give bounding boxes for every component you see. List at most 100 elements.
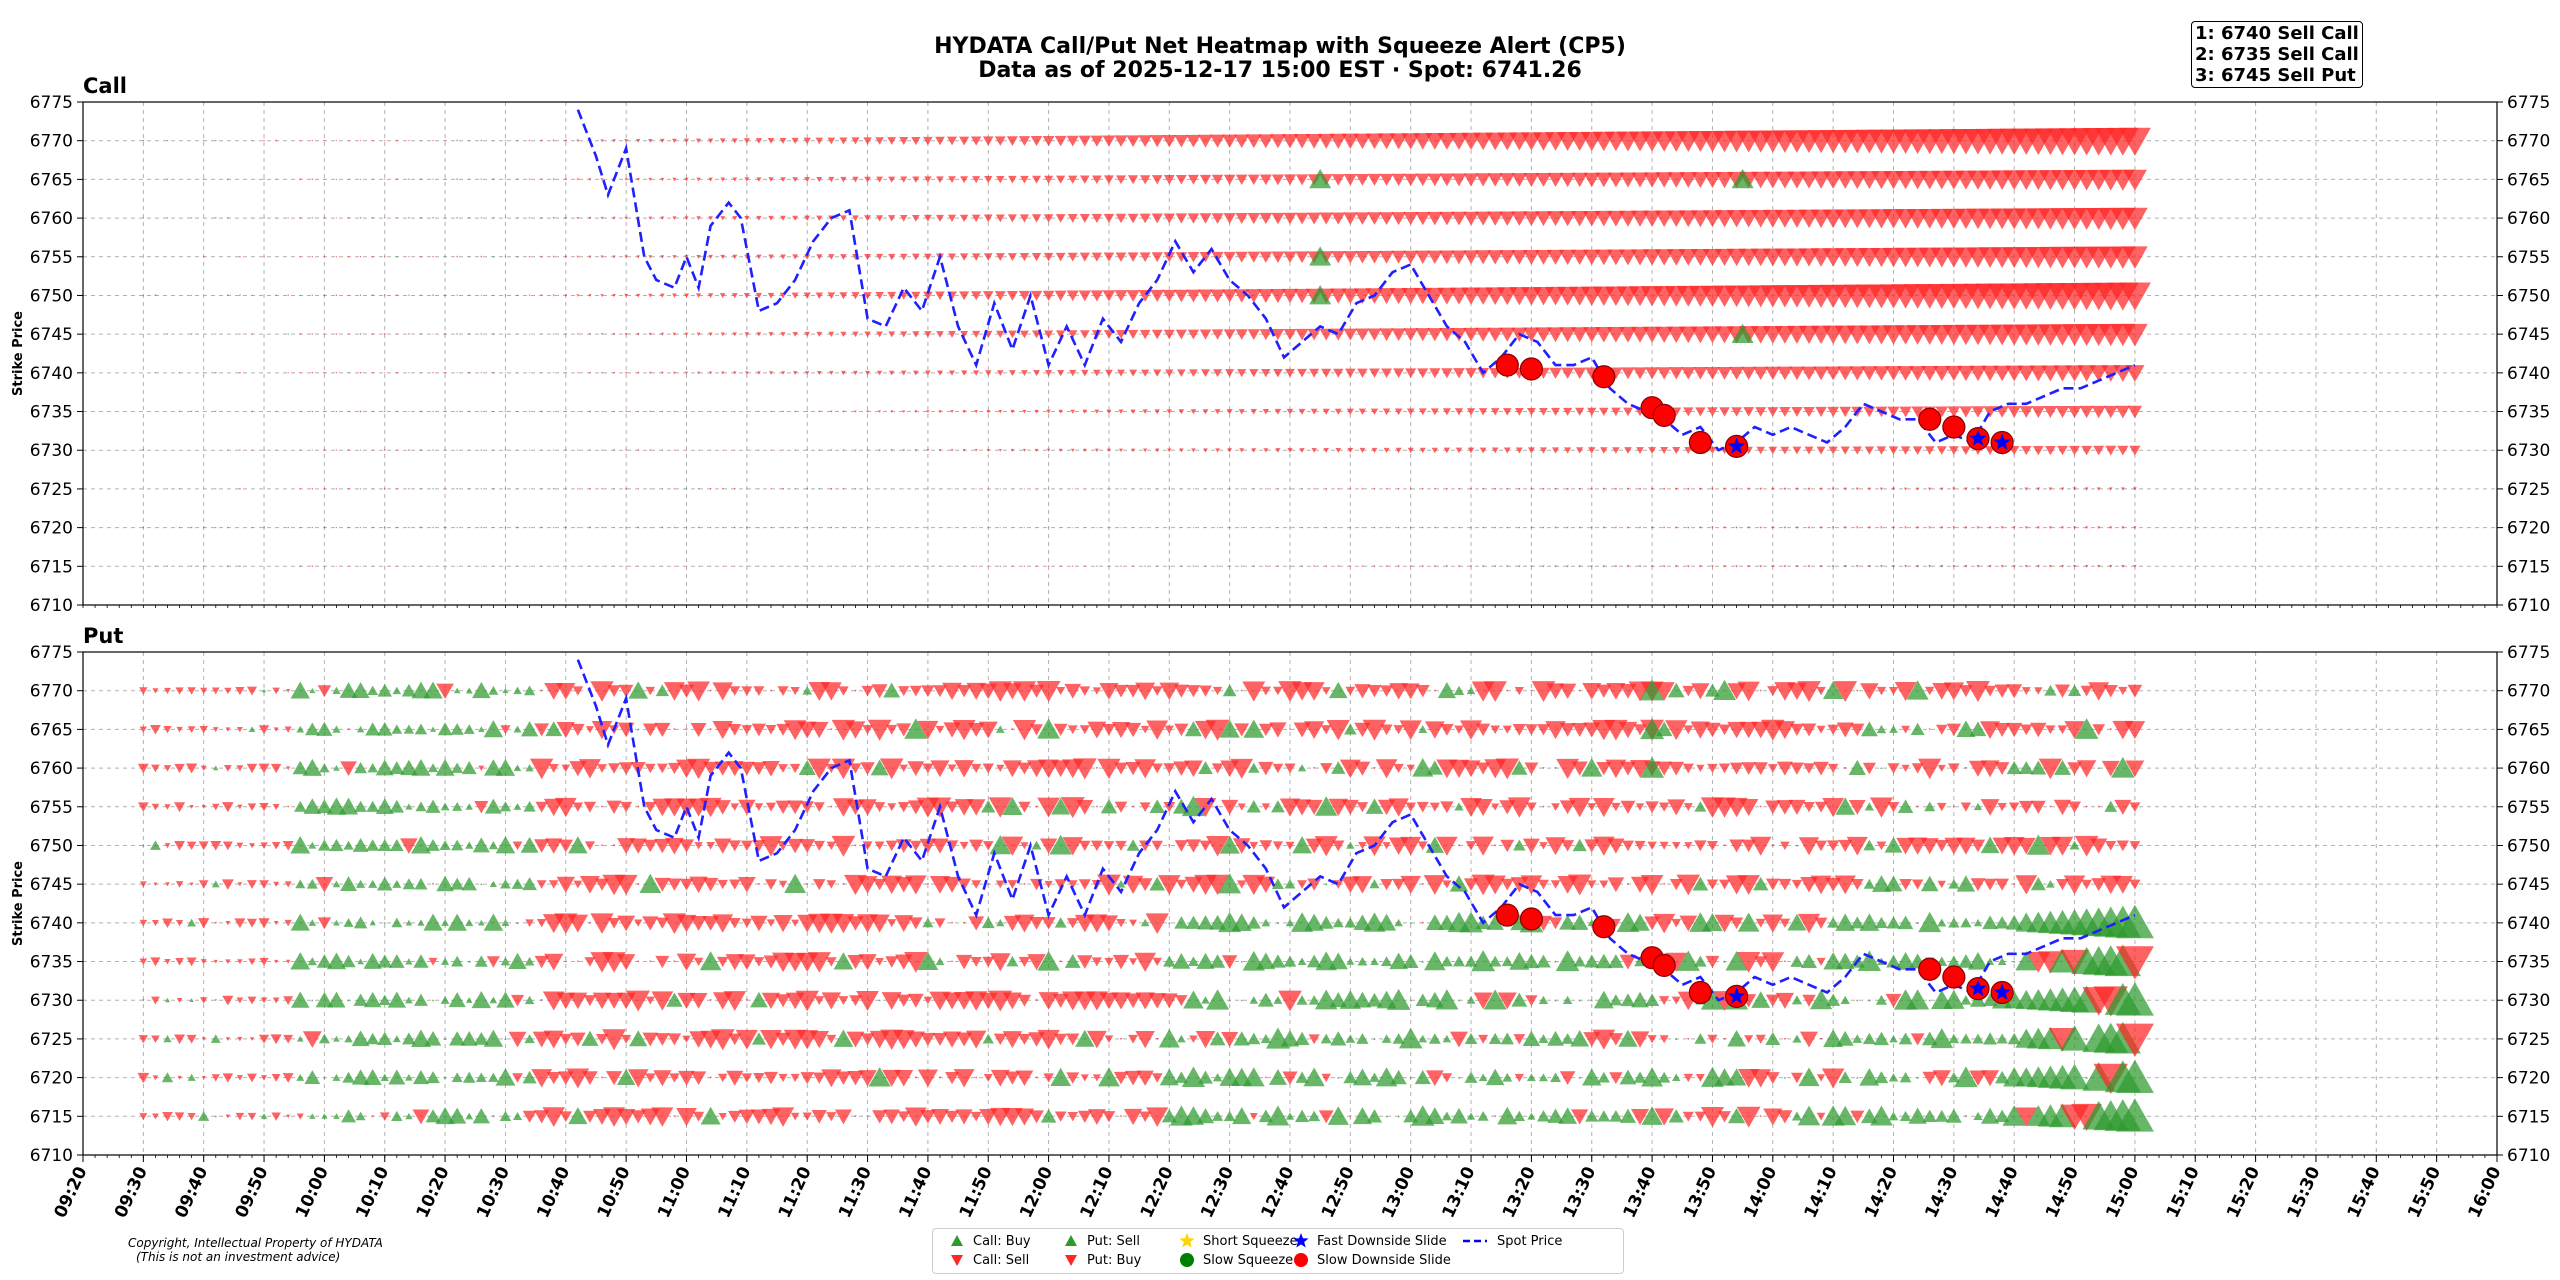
bubble bbox=[1561, 840, 1575, 852]
bubble bbox=[2057, 445, 2068, 456]
bubble bbox=[710, 449, 712, 451]
bubble bbox=[436, 875, 454, 892]
bubble bbox=[717, 879, 728, 890]
bubble bbox=[516, 565, 519, 567]
bubble bbox=[945, 1110, 959, 1123]
bubble bbox=[1361, 488, 1364, 490]
bubble bbox=[1095, 767, 1099, 770]
bubble bbox=[1237, 880, 1247, 889]
bubble bbox=[1123, 1108, 1143, 1126]
bubble bbox=[456, 565, 458, 567]
bubble bbox=[426, 1071, 440, 1084]
bubble bbox=[347, 294, 350, 297]
bubble bbox=[1439, 211, 1455, 226]
bubble bbox=[2067, 762, 2082, 775]
bubble bbox=[1933, 365, 1951, 381]
bubble bbox=[1538, 1034, 1549, 1043]
bubble bbox=[1039, 838, 1058, 854]
bubble bbox=[907, 993, 924, 1008]
bubble bbox=[951, 527, 953, 529]
bubble bbox=[1590, 487, 1593, 491]
bubble bbox=[636, 293, 641, 298]
bubble bbox=[323, 449, 326, 452]
bubble bbox=[1371, 447, 1378, 453]
bubble bbox=[299, 178, 302, 181]
bubble bbox=[1920, 875, 1939, 892]
bubble bbox=[1094, 409, 1100, 414]
bubble bbox=[1783, 960, 1787, 963]
bubble bbox=[1382, 842, 1391, 850]
bubble bbox=[758, 410, 760, 413]
bubble bbox=[1566, 487, 1569, 491]
bubble bbox=[912, 331, 920, 338]
bubble bbox=[2115, 1023, 2154, 1057]
bubble bbox=[468, 294, 471, 297]
bubble bbox=[950, 449, 954, 452]
bubble bbox=[154, 565, 157, 568]
bubble bbox=[224, 764, 232, 772]
bubble bbox=[200, 765, 207, 771]
bubble bbox=[536, 918, 547, 928]
bubble bbox=[1321, 687, 1331, 695]
bubble bbox=[137, 763, 149, 774]
bubble bbox=[1671, 996, 1681, 1005]
legend-item: Put: Sell bbox=[1063, 1233, 1140, 1249]
bubble bbox=[1791, 1111, 1803, 1121]
bubble bbox=[1545, 721, 1566, 740]
bubble bbox=[1614, 565, 1618, 568]
bubble bbox=[189, 805, 194, 809]
bubble bbox=[1273, 368, 1283, 378]
bubble bbox=[1092, 1074, 1101, 1082]
bubble bbox=[720, 177, 726, 182]
bubble bbox=[1298, 408, 1306, 415]
bubble bbox=[367, 763, 378, 773]
bubble bbox=[655, 917, 669, 929]
bubble bbox=[816, 215, 823, 222]
bubble bbox=[1491, 803, 1500, 811]
bubble bbox=[2051, 836, 2074, 856]
bubble bbox=[1464, 1032, 1478, 1045]
bubble bbox=[1802, 994, 1816, 1007]
bubble bbox=[407, 217, 410, 219]
bubble bbox=[1783, 1076, 1787, 1079]
bubble bbox=[1285, 918, 1295, 927]
x-tick-label: 12:50 bbox=[1318, 1164, 1359, 1222]
bubble bbox=[1078, 135, 1092, 147]
bubble bbox=[1027, 954, 1046, 971]
bubble bbox=[1916, 921, 1919, 924]
bubble bbox=[1156, 565, 1159, 568]
bubble bbox=[1791, 879, 1803, 890]
bubble bbox=[432, 565, 434, 567]
bubble bbox=[697, 371, 701, 375]
bubble bbox=[474, 801, 489, 814]
bubble bbox=[402, 878, 416, 890]
bubble bbox=[504, 372, 507, 374]
bubble bbox=[1137, 878, 1153, 892]
bubble bbox=[920, 1110, 936, 1124]
bubble bbox=[830, 728, 833, 731]
bubble bbox=[1331, 212, 1346, 225]
bubble bbox=[1618, 721, 1638, 739]
bubble bbox=[909, 685, 922, 697]
bubble bbox=[162, 1111, 173, 1122]
bubble bbox=[1417, 368, 1429, 379]
bubble bbox=[668, 762, 681, 775]
bubble bbox=[1943, 682, 1965, 701]
bubble bbox=[637, 960, 640, 963]
bubble bbox=[1174, 723, 1189, 737]
bubble bbox=[1301, 565, 1304, 568]
bubble bbox=[1546, 683, 1565, 700]
bubble bbox=[617, 915, 636, 932]
bubble bbox=[732, 177, 738, 182]
bubble bbox=[1295, 1071, 1309, 1083]
bubble bbox=[917, 720, 939, 740]
bubble bbox=[982, 291, 994, 301]
bubble bbox=[341, 954, 356, 968]
bubble bbox=[695, 293, 702, 298]
bubble bbox=[371, 178, 374, 181]
bubble bbox=[1099, 682, 1119, 700]
bubble bbox=[786, 838, 804, 854]
bubble bbox=[1727, 1108, 1746, 1124]
bubble bbox=[1328, 798, 1349, 817]
bubble bbox=[456, 449, 458, 451]
